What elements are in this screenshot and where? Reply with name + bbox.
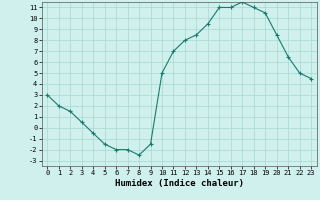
X-axis label: Humidex (Indice chaleur): Humidex (Indice chaleur)	[115, 179, 244, 188]
